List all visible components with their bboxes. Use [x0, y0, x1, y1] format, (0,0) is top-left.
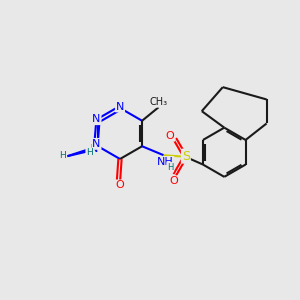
Text: N: N: [90, 144, 98, 154]
Text: H: H: [59, 151, 66, 160]
Text: O: O: [169, 176, 178, 186]
Text: N: N: [92, 139, 100, 149]
Text: N: N: [92, 114, 100, 124]
Text: O: O: [116, 180, 124, 190]
Text: CH₃: CH₃: [149, 97, 168, 107]
Text: H: H: [167, 163, 173, 172]
Text: S: S: [182, 150, 190, 163]
Text: H: H: [86, 148, 93, 157]
Text: NH: NH: [157, 157, 174, 167]
Text: N: N: [116, 101, 124, 112]
Text: O: O: [166, 131, 174, 141]
